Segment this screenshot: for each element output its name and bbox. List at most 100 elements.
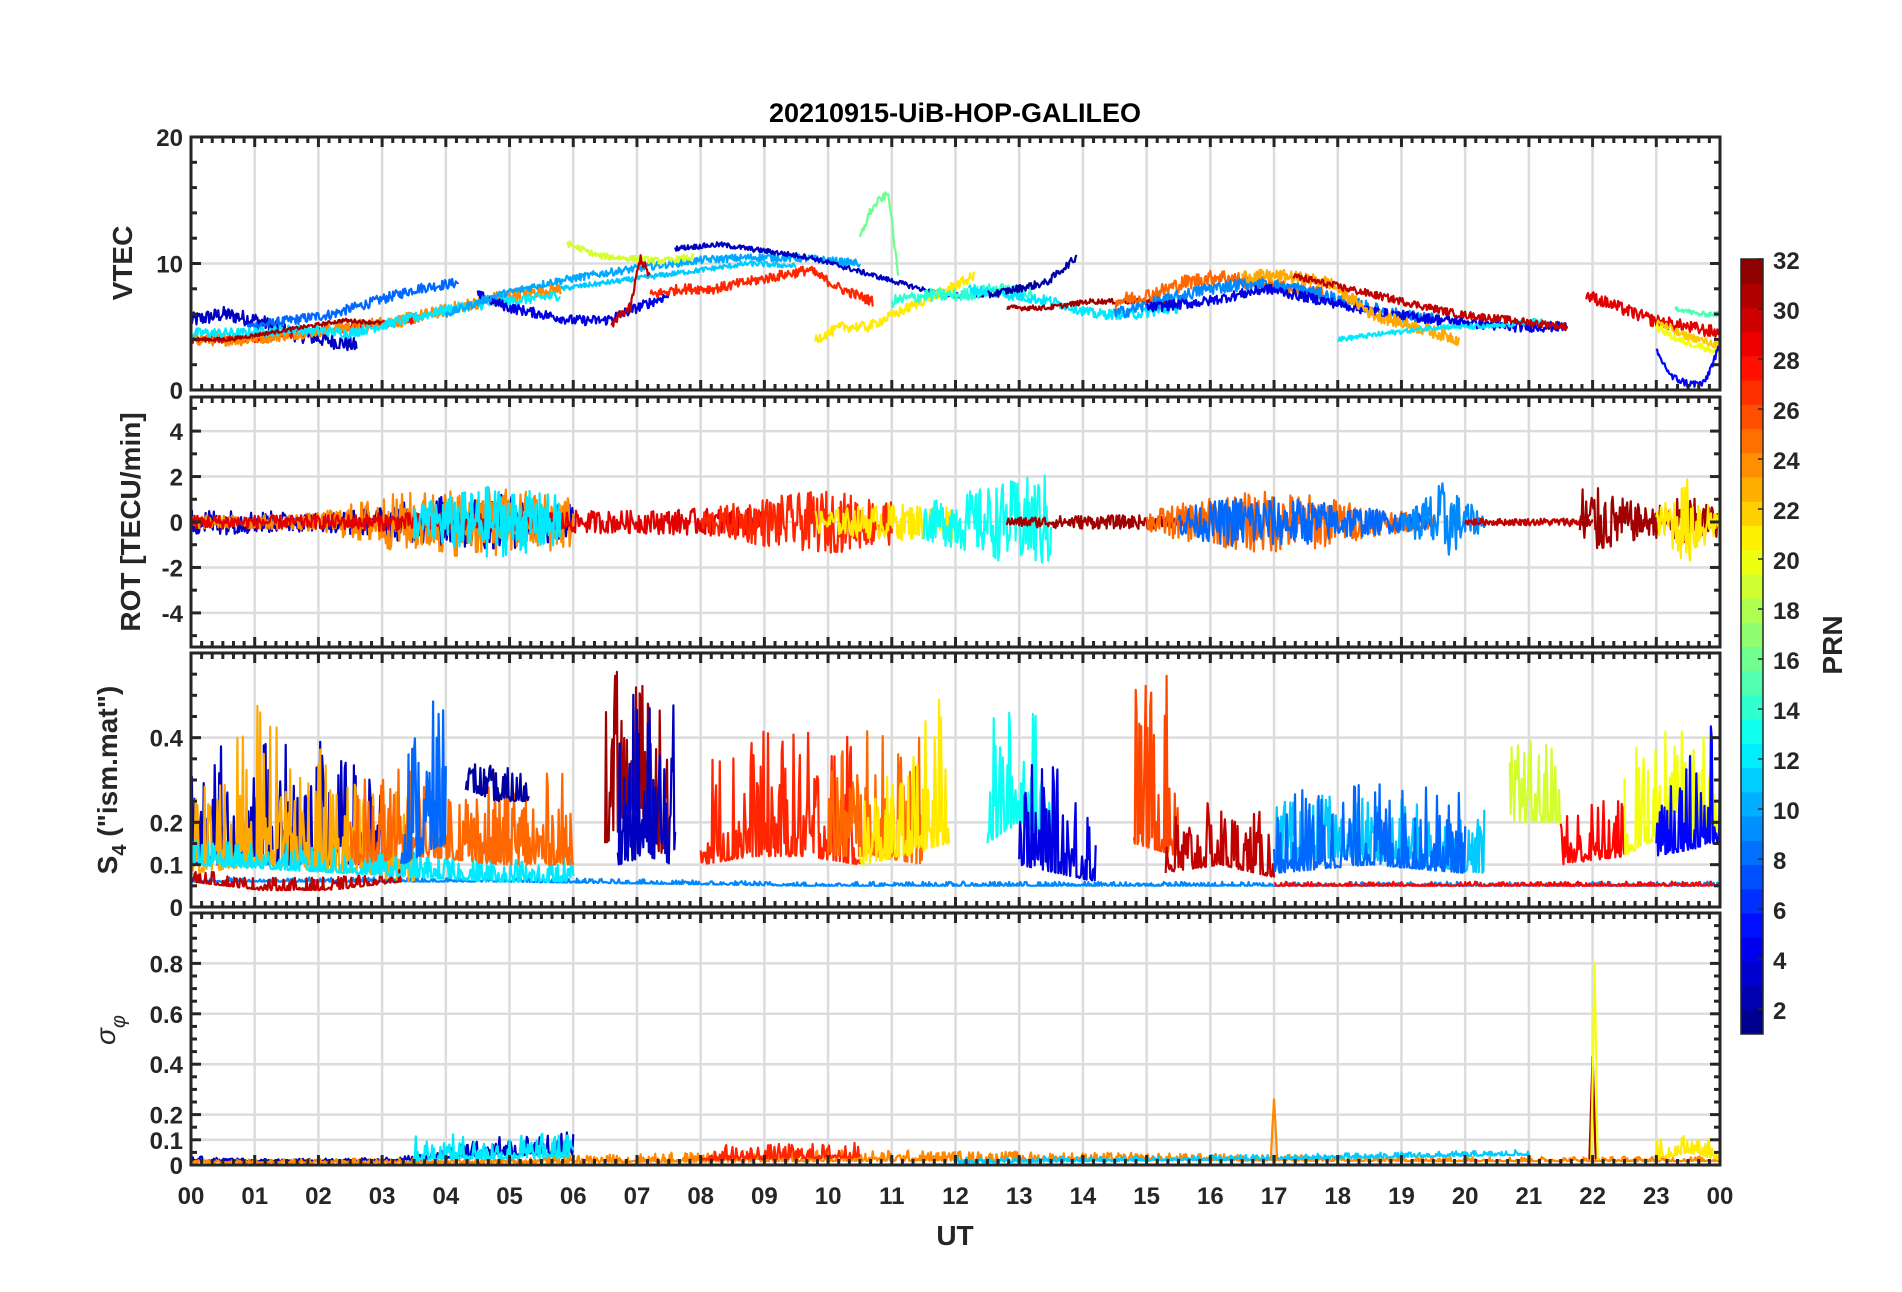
y-tick-label: 0.4 — [150, 1052, 184, 1079]
s4-ylabel-main: S — [92, 856, 123, 875]
panel-rot: -4 -2 0 2 4 — [162, 395, 1722, 649]
colorbar-segment — [1741, 259, 1763, 284]
y-tick-label: 0 — [170, 895, 183, 922]
series-line-prn-12 — [1336, 317, 1543, 343]
series-line-prn-31 — [1578, 487, 1720, 550]
colorbar-segment — [1741, 428, 1763, 454]
colorbar-segment — [1741, 912, 1763, 938]
s4-ylabel-rest: ("ism.mat") — [92, 686, 123, 845]
series-line-prn-8 — [400, 700, 447, 865]
colorbar-tick-label: 30 — [1773, 298, 1800, 325]
x-tick-label: 23 — [1643, 1183, 1670, 1210]
x-tick-label: 18 — [1324, 1183, 1351, 1210]
colorbar-tick-label: 24 — [1773, 448, 1800, 475]
x-tick-label: 08 — [687, 1183, 714, 1210]
series-line-prn-8 — [1272, 783, 1467, 874]
colorbar-segment — [1741, 598, 1763, 623]
panel-sigma_phi: 00.10.2 0.4 0.6 0.8 — [150, 911, 1722, 1180]
colorbar-tick-label: 28 — [1773, 348, 1800, 375]
series-line-prn-14 — [890, 282, 1033, 309]
colorbar-segment — [1741, 646, 1763, 672]
series-line-prn-30 — [191, 869, 403, 892]
x-tick-label: 22 — [1579, 1183, 1606, 1210]
panel-vtec: 0 10 20 — [156, 125, 1722, 405]
colorbar-segment — [1741, 937, 1763, 962]
y-tick-label: 0.1 — [150, 1128, 183, 1155]
rot-ylabel: ROT [TECU/min] — [115, 412, 146, 631]
colorbar-tick-label: 20 — [1773, 548, 1800, 575]
x-tick-label: 15 — [1133, 1183, 1160, 1210]
series-line-prn-21 — [814, 271, 976, 344]
series-line-prn-25 — [349, 767, 575, 866]
colorbar-frame — [1740, 258, 1764, 1035]
y-tick-label: -2 — [162, 555, 183, 582]
x-axis-label: UT — [936, 1220, 973, 1251]
colorbar-segment — [1741, 767, 1763, 793]
series-line-prn-19 — [565, 240, 695, 265]
series-line-prn-2 — [464, 763, 530, 803]
colorbar-segment — [1741, 307, 1763, 333]
colorbar-segment — [1741, 670, 1763, 696]
vtec-series — [191, 191, 1720, 388]
series-line-prn-12 — [967, 284, 1180, 321]
colorbar-segment — [1741, 355, 1763, 381]
y-tick-label: 0 — [170, 510, 183, 537]
series-line-prn-22 — [1655, 319, 1720, 349]
x-tick-label: 20 — [1452, 1183, 1479, 1210]
colorbar-tick-label: 26 — [1773, 398, 1800, 425]
colorbar-segment — [1741, 1009, 1763, 1035]
colorbar-segment — [1741, 573, 1763, 599]
y-tick-label: 4 — [170, 419, 184, 446]
colorbar-tick-label: 10 — [1773, 798, 1800, 825]
colorbar-segment — [1741, 380, 1763, 405]
x-tick-label: 10 — [815, 1183, 842, 1210]
x-tick-label: 14 — [1070, 1183, 1097, 1210]
y-tick-label: 0.2 — [150, 1103, 183, 1130]
x-tick-label: 05 — [496, 1183, 523, 1210]
colorbar-tick-label: 18 — [1773, 598, 1800, 625]
x-tick-label: 00 — [178, 1183, 205, 1210]
sigma-ylabel-main: σ — [90, 1027, 121, 1045]
colorbar-segment — [1741, 985, 1763, 1011]
colorbar-tick-label: 14 — [1773, 698, 1800, 725]
vtec-ylabel: VTEC — [107, 226, 138, 301]
sigma-ylabel: σφ — [90, 1015, 130, 1045]
colorbar-segment — [1741, 283, 1763, 308]
x-tick-label: 13 — [1006, 1183, 1033, 1210]
colorbar-segment — [1741, 452, 1763, 478]
colorbar-segment — [1741, 864, 1763, 890]
x-tick-label: 01 — [241, 1183, 268, 1210]
series-line-prn-27 — [699, 490, 893, 554]
series-line-prn-16 — [858, 191, 900, 276]
series-line-prn-20 — [1623, 730, 1720, 856]
series-line-prn-4 — [1018, 764, 1097, 882]
colorbar-segment — [1741, 525, 1763, 551]
colorbar-segment — [1741, 961, 1763, 987]
colorbar-tick-label: 32 — [1773, 248, 1800, 275]
s4-series — [191, 670, 1720, 892]
y-tick-label: 0 — [170, 378, 183, 405]
series-line-prn-30 — [610, 254, 651, 328]
series-line-prn-13 — [986, 711, 1053, 844]
x-tick-label: 04 — [432, 1183, 459, 1210]
colorbar-segment — [1741, 501, 1763, 526]
x-tick-label: 07 — [624, 1183, 651, 1210]
series-line-prn-28 — [1273, 880, 1720, 887]
x-tick-label: 02 — [305, 1183, 332, 1210]
series-line-prn-9 — [1400, 482, 1486, 556]
series-line-prn-27 — [699, 730, 861, 866]
y-tick-label: 0.4 — [150, 726, 184, 753]
colorbar-segment — [1741, 404, 1763, 430]
series-line-prn-21 — [1655, 478, 1720, 562]
series-line-prn-8 — [1177, 496, 1434, 548]
series-line-prn-24 — [1269, 1098, 1279, 1160]
series-line-prn-29 — [191, 507, 766, 537]
series-line-prn-12 — [412, 485, 562, 558]
series-line-prn-30 — [1164, 802, 1276, 878]
series-line-prn-29 — [1585, 291, 1720, 338]
series-line-prn-21 — [858, 698, 951, 866]
colorbar-segment — [1741, 694, 1763, 720]
colorbar-segment — [1741, 622, 1763, 647]
